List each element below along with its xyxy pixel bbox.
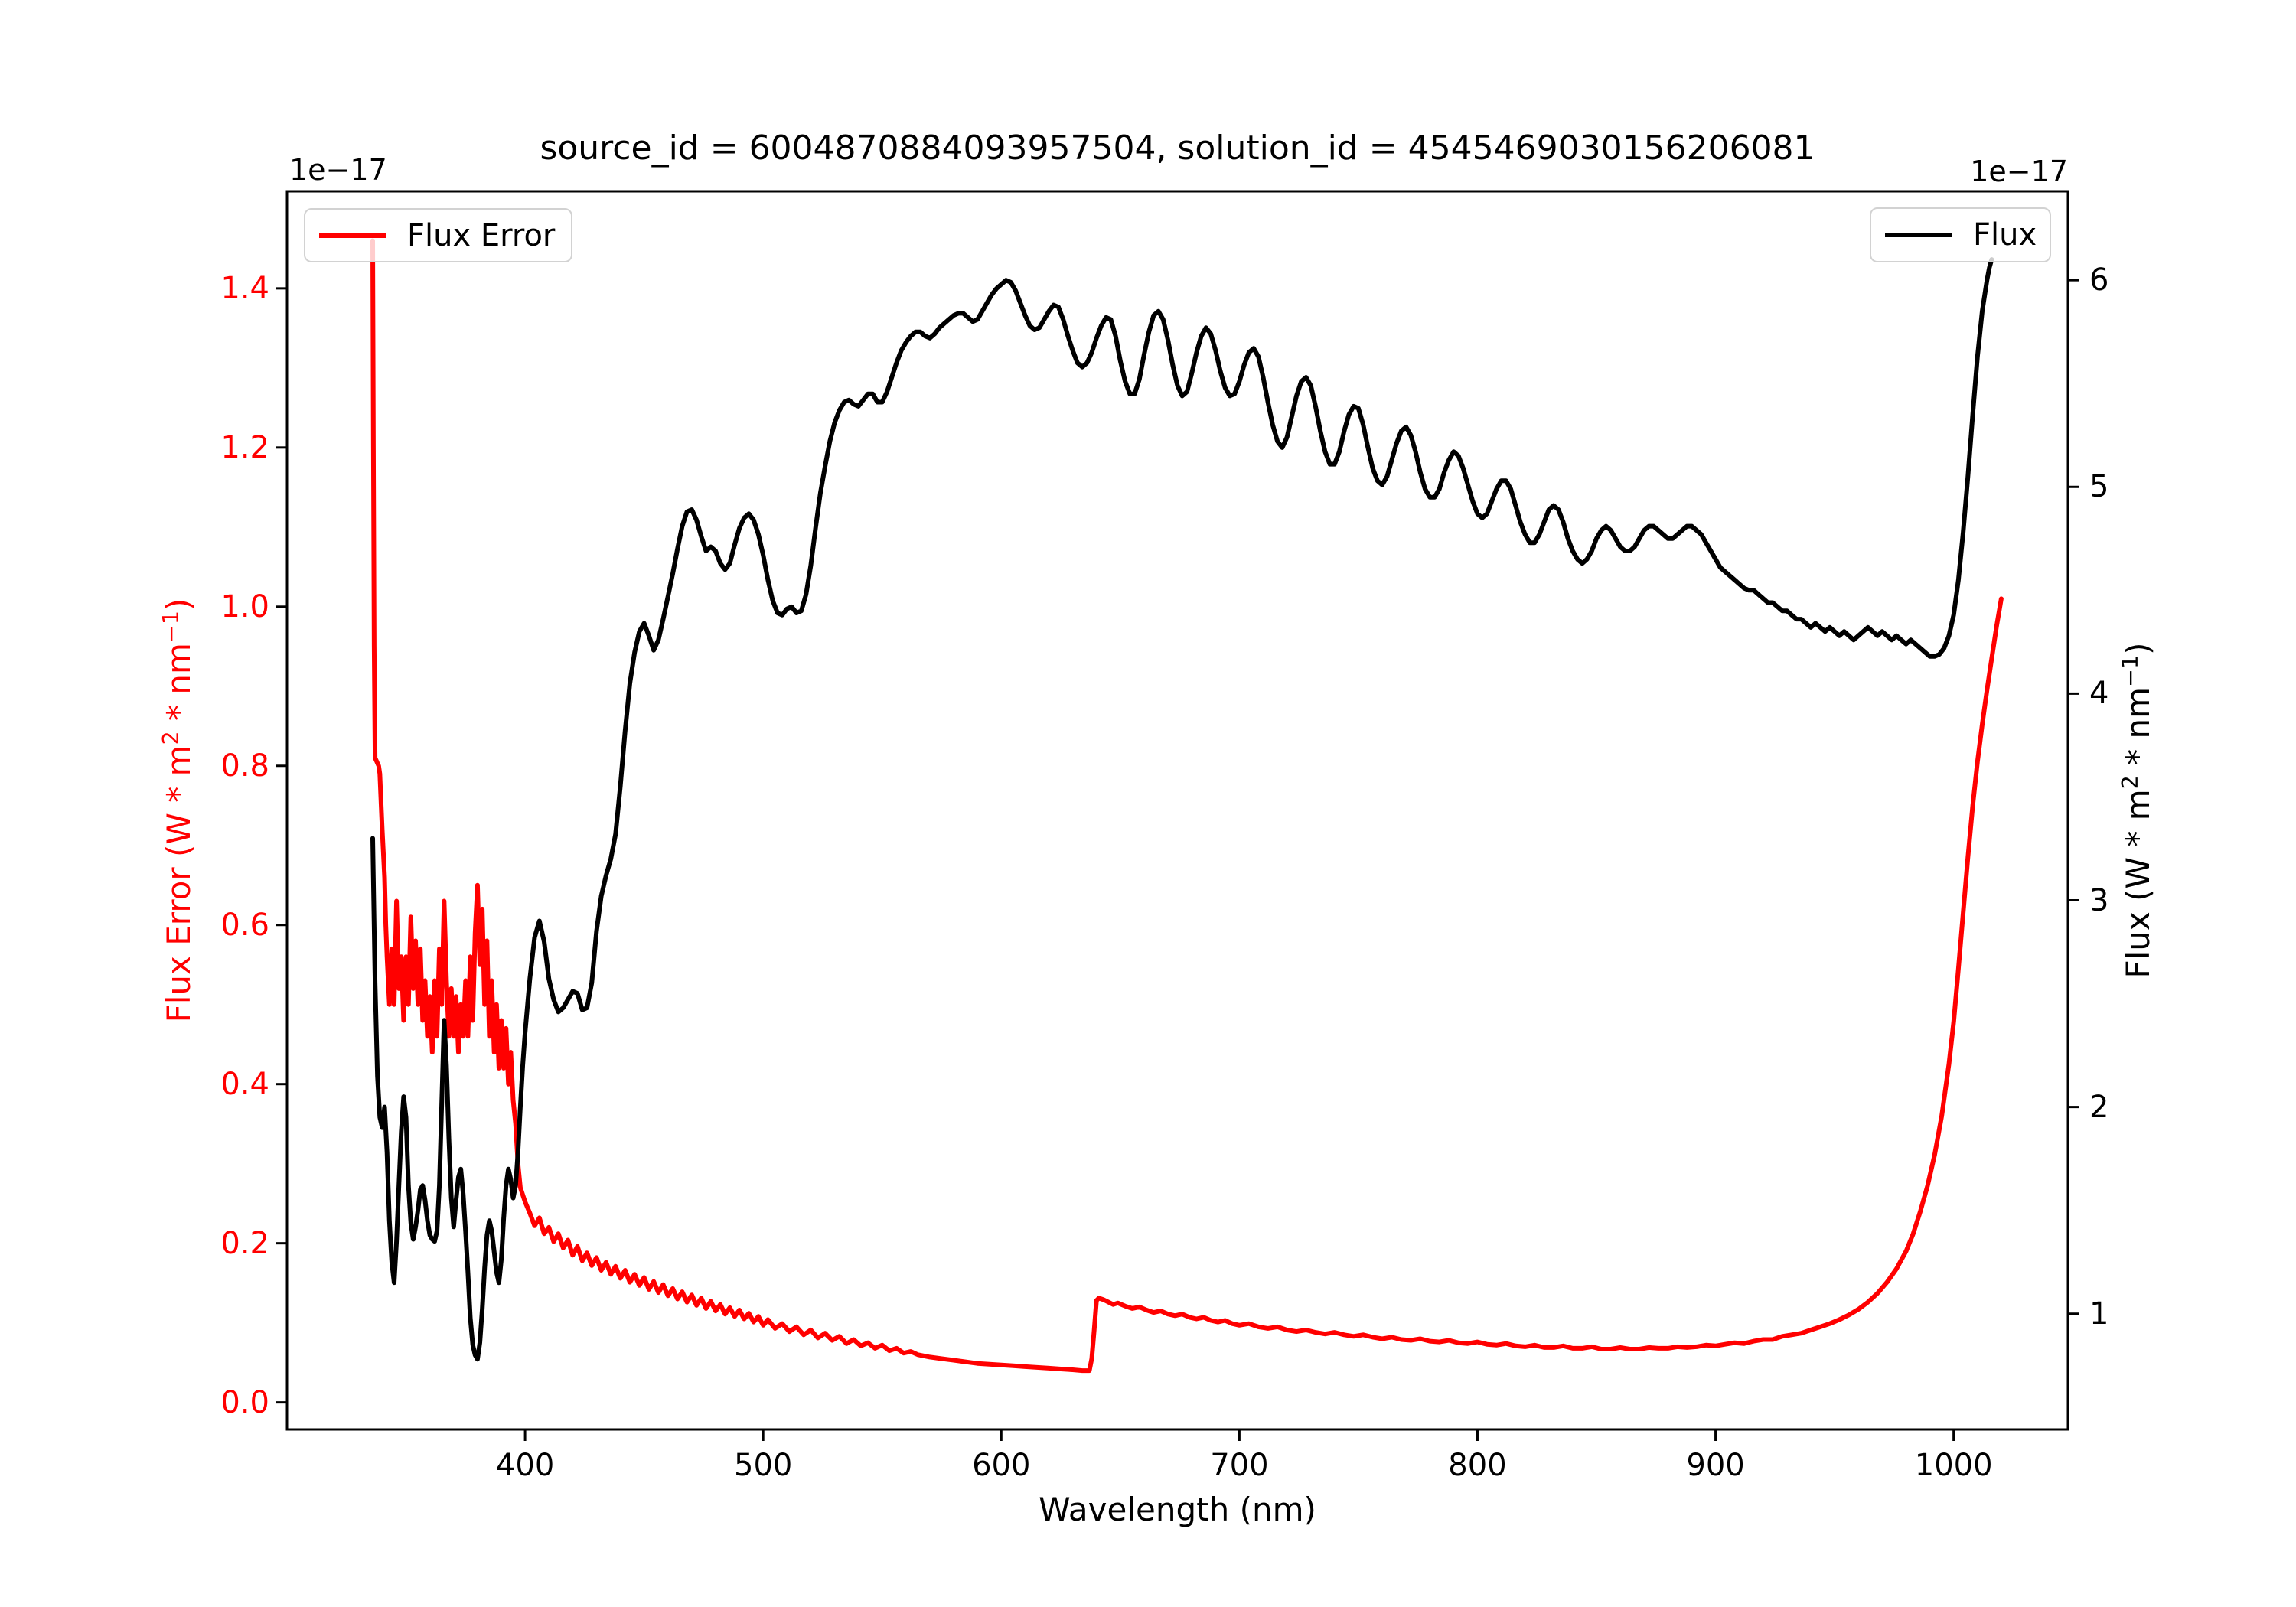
left-y-tick-label: 0.8	[220, 748, 269, 784]
flux-error-legend-label: Flux Error	[407, 217, 556, 253]
x-tick-label: 700	[1210, 1448, 1269, 1483]
left-y-tick-label: 1.2	[220, 429, 269, 465]
legend-flux: Flux	[1870, 207, 2051, 262]
left-y-tick-label: 0.6	[220, 907, 269, 943]
curves-group	[370, 238, 2004, 1374]
left-y-tick-label: 0.2	[220, 1225, 269, 1261]
flux-error-line	[370, 238, 2004, 1374]
flux-legend-label: Flux	[1973, 217, 2037, 253]
axes-spines	[285, 190, 2069, 1431]
tick-marks-group	[276, 279, 2079, 1441]
x-tick-label: 1000	[1914, 1448, 1993, 1483]
flux-error-legend-line	[319, 233, 386, 238]
flux-legend-line	[1885, 233, 1952, 237]
chart-title: source_id = 6004870884093957504, solutio…	[540, 129, 1815, 168]
right-axis-offset-text: 1e−17	[1970, 155, 2068, 188]
legend-flux-error: Flux Error	[304, 208, 572, 262]
x-tick-label: 400	[495, 1448, 555, 1483]
left-y-tick-label: 1.4	[220, 270, 269, 306]
right-y-tick-label: 5	[2089, 469, 2109, 505]
left-y-axis-label: Flux Error (W * m2 * nm−1)	[158, 598, 197, 1023]
right-y-tick-label: 2	[2089, 1089, 2109, 1125]
left-axis-offset-text: 1e−17	[289, 153, 387, 187]
right-y-tick-label: 1	[2089, 1296, 2109, 1332]
left-y-tick-label: 0.0	[220, 1384, 269, 1420]
x-tick-label: 500	[734, 1448, 793, 1483]
right-y-tick-label: 3	[2089, 882, 2109, 918]
left-y-tick-label: 1.0	[220, 588, 269, 624]
x-axis-label: Wavelength (nm)	[1039, 1491, 1316, 1528]
x-tick-label: 600	[972, 1448, 1031, 1483]
x-tick-label: 800	[1448, 1448, 1507, 1483]
right-y-tick-label: 6	[2089, 262, 2109, 298]
right-y-axis-label: Flux (W * m2 * nm−1)	[2117, 642, 2157, 979]
right-y-tick-label: 4	[2089, 676, 2109, 712]
left-y-tick-label: 0.4	[220, 1066, 269, 1102]
flux-line	[370, 257, 1994, 1362]
x-tick-label: 900	[1686, 1448, 1745, 1483]
